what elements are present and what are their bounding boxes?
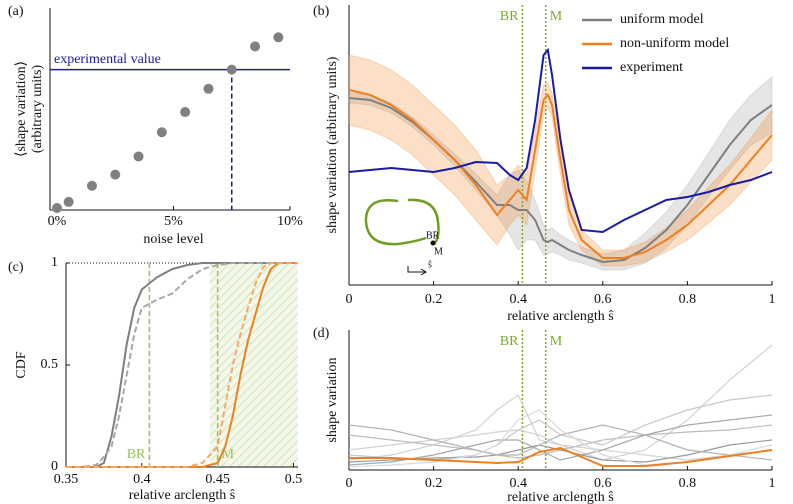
y-axis-label: ⟨shape variation⟩ [14,61,29,157]
series-line [66,262,298,468]
series-line [66,262,298,468]
inset-drawing [364,198,440,276]
inset-arrow [420,268,427,276]
y-tick-label: 1 [51,255,58,270]
series-line [66,262,298,468]
panel-label: (c) [8,260,24,275]
confidence-band [348,75,773,271]
legend-label: uniform model [620,12,704,27]
legend-label: non-uniform model [620,36,729,51]
x-axis-label: relative arclength ŝ [129,488,236,503]
marker-label: M [550,334,563,349]
x-tick-label: 0.45 [205,472,230,487]
x-tick-label: 0% [48,214,67,229]
x-tick-label: 0 [346,292,353,307]
point [86,180,97,191]
inset-shape [364,198,427,246]
series-line [66,262,298,468]
point [250,41,261,52]
marker-label: M [550,9,563,24]
y-tick-label: 0 [51,459,58,474]
x-axis-label: noise level [143,232,203,247]
x-tick-label: 0.35 [54,472,79,487]
x-axis-label: relative arclength ŝ [507,309,614,324]
x-tick-label: 0 [346,476,353,491]
panel-label: (d) [313,326,330,341]
series-line [348,424,773,459]
point [52,202,62,213]
x-tick-label: 0.5 [285,472,303,487]
x-tick-label: 0.6 [594,292,612,307]
inset-label: ŝ [428,259,432,270]
point [203,83,214,94]
x-tick-label: 0.8 [679,476,697,491]
marker-label: BR [127,447,146,462]
x-axis-label: relative arclength ŝ [507,490,614,504]
legend-label: experiment [620,60,683,75]
series-line [348,47,773,234]
point [156,127,167,138]
point [226,64,237,75]
x-tick-label: 1 [769,476,776,491]
series-line [348,414,773,466]
series-line [349,446,773,467]
y-axis-label: CDF [14,351,29,378]
x-tick-label: 5% [164,214,183,229]
marker-label: BR [500,9,519,24]
inset-arrow [407,266,425,273]
panel-label: (a) [8,4,24,19]
series-line [348,89,773,259]
marker-label: M [222,447,235,462]
y-axis-label: shape variation [325,357,340,442]
x-tick-label: 1 [769,292,776,307]
marker-label: BR [500,334,519,349]
y-axis-label: (arbitrary units) [30,65,45,154]
point [63,196,74,207]
point [110,169,121,180]
shaded-range [210,263,298,467]
y-tick-label: 0.5 [41,357,59,372]
inset-label: M [434,246,443,257]
point [133,151,144,162]
x-tick-label: 0.6 [594,476,612,491]
inset-label: BR [426,230,440,241]
x-tick-label: 0.2 [425,476,443,491]
x-tick-label: 0.8 [679,292,697,307]
y-axis-label: shape variation (arbitrary units) [325,56,340,233]
inset-point [430,240,436,246]
inset-shape [407,198,440,245]
point [273,32,284,43]
panel-label: (b) [313,4,330,19]
reference-label: experimental value [54,52,161,67]
x-tick-label: 0.2 [425,292,443,307]
point [180,107,191,118]
x-tick-label: 10% [277,214,303,229]
series-line [348,424,773,461]
x-tick-label: 0.4 [133,472,151,487]
x-tick-label: 0.4 [509,292,527,307]
x-tick-label: 0.4 [509,476,527,491]
